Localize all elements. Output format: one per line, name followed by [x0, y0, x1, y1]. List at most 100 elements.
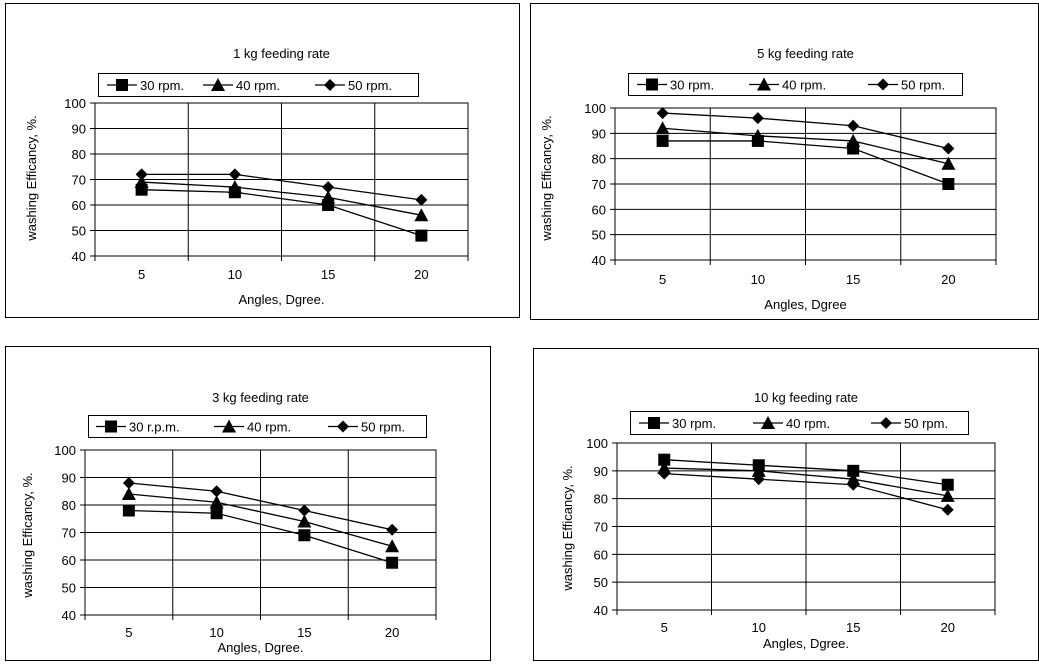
chart-title: 5 kg feeding rate	[757, 46, 854, 61]
data-point-diamond	[322, 181, 335, 194]
chart-title: 10 kg feeding rate	[754, 390, 858, 405]
data-point-square	[415, 229, 428, 242]
data-point-square	[386, 556, 399, 569]
data-point-triangle	[940, 488, 955, 502]
data-point-diamond	[656, 107, 669, 120]
legend-marker-square	[646, 78, 658, 91]
legend-box	[628, 73, 963, 96]
x-tick-label: 10	[228, 267, 242, 282]
series-line-1	[128, 509, 393, 564]
x-tick-label: 10	[752, 620, 766, 635]
plot-area	[614, 107, 997, 261]
series-line-3	[141, 173, 422, 201]
legend-box	[88, 415, 427, 438]
data-point-diamond	[658, 467, 671, 480]
data-point-diamond	[847, 478, 860, 491]
y-tick-label: 50	[62, 581, 76, 596]
x-axis-label: Angles, Dgree.	[763, 636, 849, 651]
y-tick-label: 40	[592, 253, 606, 268]
chart-title: 1 kg feeding rate	[233, 46, 330, 61]
data-point-square	[298, 529, 311, 542]
series-line-2	[662, 127, 949, 165]
y-tick-label: 40	[594, 603, 608, 618]
y-tick-label: 100	[586, 436, 608, 451]
data-point-diamond	[228, 168, 241, 181]
data-point-triangle	[657, 461, 672, 475]
data-point-diamond	[415, 193, 428, 206]
legend-label: 40 rpm.	[236, 78, 280, 93]
x-tick-label: 10	[209, 625, 223, 640]
y-tick-label: 50	[594, 575, 608, 590]
series-line-2	[664, 467, 948, 497]
data-point-triangle	[846, 472, 861, 486]
data-point-triangle	[209, 495, 224, 509]
legend-label: 50 rpm.	[361, 420, 405, 435]
x-tick-label: 15	[297, 625, 311, 640]
y-tick-label: 70	[594, 520, 608, 535]
y-axis-label: washing Efficancy, %.	[539, 115, 554, 241]
legend-label: 40 rpm.	[786, 416, 830, 431]
data-point-square	[942, 178, 955, 190]
legend-label: 40 rpm.	[782, 78, 826, 93]
legend-label: 30 rpm.	[140, 78, 184, 93]
legend-marker-diamond	[337, 420, 349, 433]
data-point-diamond	[941, 503, 954, 516]
data-point-diamond	[122, 477, 135, 489]
plot-area	[94, 102, 469, 257]
chart-panel-4: 10 kg feeding rate 40 50 60 70 80 90 100 5 10 15 20…	[533, 348, 1039, 661]
y-tick-label: 60	[62, 553, 76, 568]
y-tick-label: 90	[62, 471, 76, 486]
plot-area	[84, 449, 437, 616]
data-point-diamond	[298, 504, 311, 517]
y-tick-label: 80	[594, 492, 608, 507]
x-tick-label: 20	[385, 625, 399, 640]
x-tick-label: 15	[321, 267, 335, 282]
y-tick-label: 80	[62, 498, 76, 513]
data-point-triangle	[385, 539, 400, 553]
legend-box	[98, 73, 419, 97]
chart-frame	[5, 346, 491, 661]
chart-frame	[5, 3, 520, 318]
y-tick-label: 90	[592, 126, 606, 141]
x-tick-label: 5	[125, 625, 132, 640]
legend-marker-triangle	[222, 419, 236, 433]
y-tick-label: 60	[72, 198, 86, 213]
y-tick-label: 80	[592, 152, 606, 167]
legend-marker-triangle	[757, 77, 771, 91]
x-tick-label: 20	[941, 272, 955, 287]
x-tick-label: 5	[661, 620, 668, 635]
data-point-triangle	[321, 190, 336, 204]
y-tick-label: 60	[594, 547, 608, 562]
series-line-3	[662, 112, 949, 150]
legend-label: 30 rpm.	[670, 78, 714, 93]
x-tick-label: 5	[138, 267, 145, 282]
chart-frame	[533, 348, 1039, 661]
chart-panel-3: 3 kg feeding rate 40 50 60 70 80 90 100 5 10 15 20 A…	[5, 346, 491, 661]
y-axis-label: washing Efficancy, %.	[20, 472, 35, 598]
y-tick-label: 100	[64, 96, 86, 111]
legend-box	[630, 411, 969, 435]
y-tick-label: 60	[592, 202, 606, 217]
y-tick-label: 100	[54, 443, 76, 458]
data-point-diamond	[847, 119, 860, 132]
data-point-triangle	[134, 175, 149, 189]
y-tick-label: 70	[592, 177, 606, 192]
chart-panel-2: 5 kg feeding rate 40 50 60 70 80 90 100 5 10 15 20 A…	[530, 3, 1039, 320]
x-tick-label: 20	[941, 620, 955, 635]
legend-label: 30 rpm.	[672, 416, 716, 431]
data-point-triangle	[121, 487, 136, 500]
data-point-triangle	[414, 208, 429, 222]
y-tick-label: 70	[72, 173, 86, 188]
data-point-square	[656, 134, 669, 147]
data-point-triangle	[750, 128, 765, 142]
y-tick-label: 40	[72, 249, 86, 264]
legend-label: 30 r.p.m.	[129, 420, 180, 435]
x-axis-label: Angles, Dgree.	[239, 292, 325, 307]
plot-area	[616, 442, 996, 611]
legend-marker-diamond	[880, 417, 892, 429]
series-line-1	[664, 459, 948, 486]
data-point-triangle	[751, 463, 766, 477]
data-point-diamond	[210, 485, 223, 498]
data-point-square	[122, 504, 135, 517]
